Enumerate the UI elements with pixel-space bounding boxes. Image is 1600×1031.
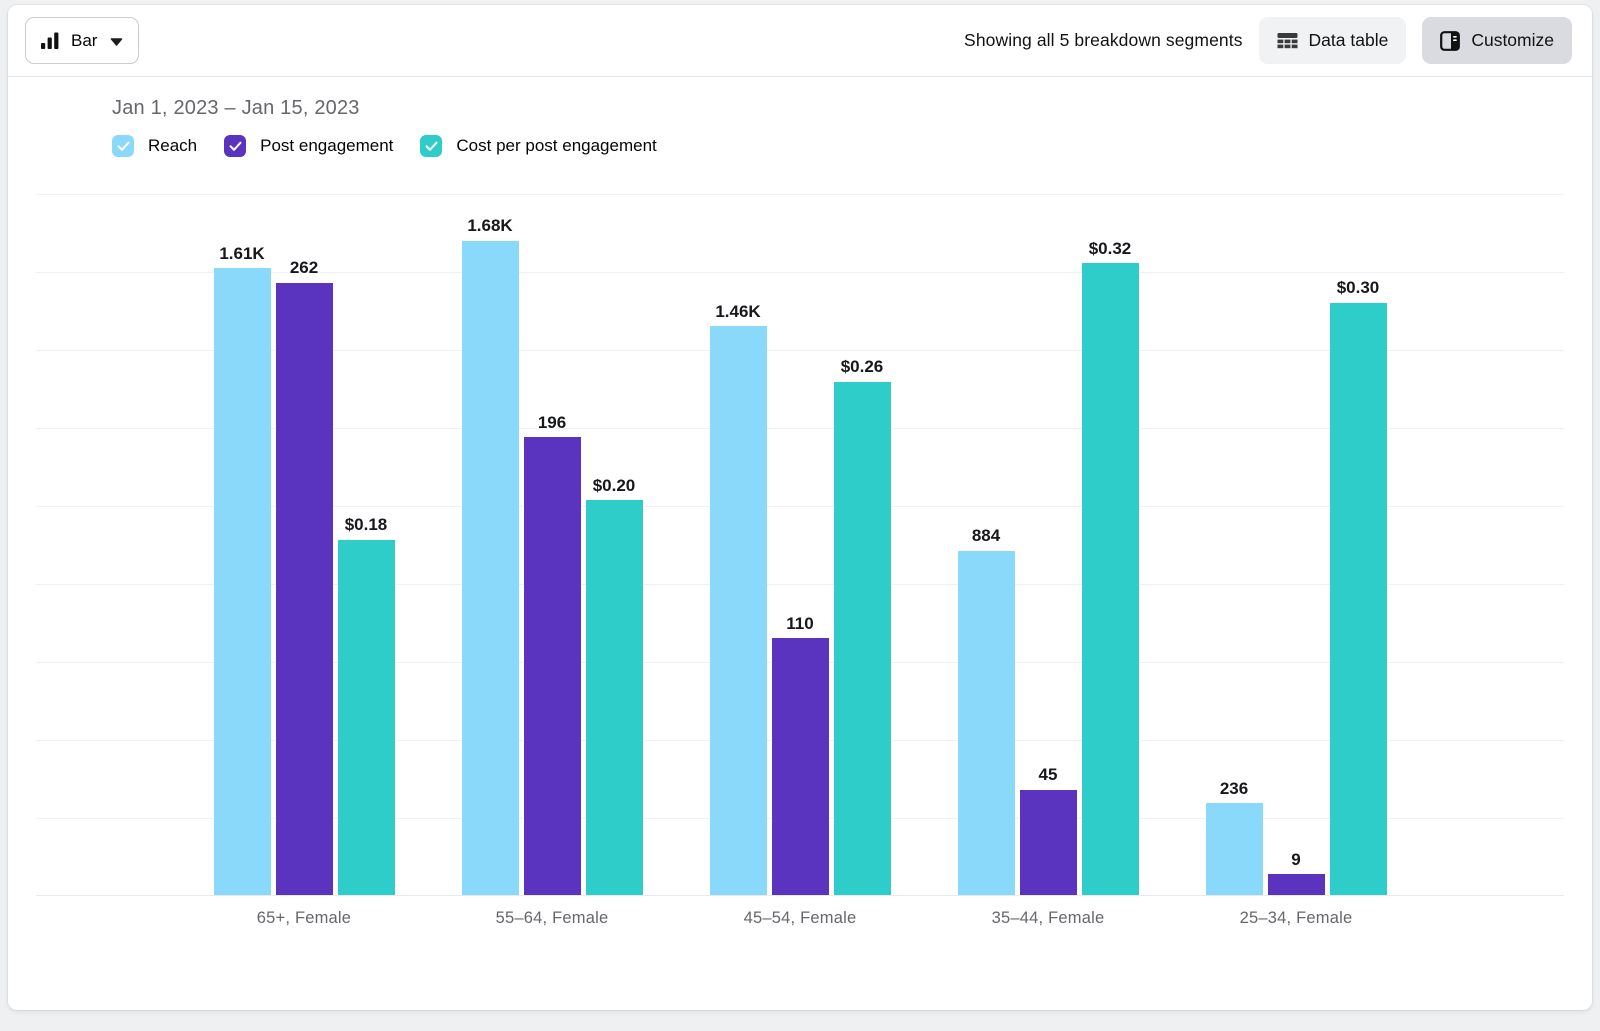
bar-col: 262	[275, 194, 333, 895]
bar-post-engagement[interactable]	[771, 637, 829, 895]
bar-chart-icon	[41, 32, 60, 49]
bar-group-45-54-female: 1.46K 110 $0.26	[709, 194, 891, 895]
bar-col: 1.68K	[461, 194, 519, 895]
x-axis-label: 65+, Female	[256, 909, 352, 927]
bar-col: 9	[1267, 194, 1325, 895]
bar-post-engagement[interactable]	[275, 282, 333, 895]
bar-reach[interactable]	[461, 240, 519, 895]
table-icon	[1277, 31, 1298, 50]
x-axis-label: 55–64, Female	[495, 909, 609, 927]
bar-value-label: 9	[1291, 849, 1301, 869]
chart-area: Jan 1, 2023 – Jan 15, 2023 Reach Post eng…	[8, 77, 1592, 928]
chart-type-dropdown[interactable]: Bar	[25, 17, 140, 64]
bar-col: 45	[1019, 194, 1077, 895]
chart-type-label: Bar	[71, 30, 98, 50]
bar-chart-plot: 1.61K 262 $0.18 1.68K 196 $0.20 1.46K 110 $0.26 8…	[36, 194, 1564, 896]
bar-col: 110	[771, 194, 829, 895]
bar-cost-per-post-engagement[interactable]	[1081, 263, 1139, 895]
bar-reach[interactable]	[957, 550, 1015, 895]
bar-value-label: $0.26	[840, 357, 884, 377]
legend-item-cost-per-post-engagement[interactable]: Cost per post engagement	[420, 135, 657, 157]
bar-value-label: $0.20	[592, 475, 636, 495]
bar-value-label: 262	[289, 258, 319, 278]
date-range: Jan 1, 2023 – Jan 15, 2023	[112, 97, 360, 119]
bar-col: $0.18	[337, 194, 395, 895]
customize-button[interactable]: Customize	[1422, 17, 1572, 64]
bar-value-label: 110	[786, 613, 814, 633]
bar-col: $0.20	[585, 194, 643, 895]
bar-col: $0.32	[1081, 194, 1139, 895]
bar-group-25-34-female: 236 9 $0.30	[1205, 194, 1387, 895]
bar-value-label: 884	[971, 526, 1001, 546]
bars: 884 45 $0.32	[957, 194, 1139, 895]
bar-col: 1.46K	[709, 194, 767, 895]
bar-reach[interactable]	[709, 326, 767, 895]
x-axis-labels: 65+, Female 55–64, Female 45–54, Female 35–…	[36, 909, 1564, 928]
bar-col: 1.61K	[213, 194, 271, 895]
bar-group-55-64-female: 1.68K 196 $0.20	[461, 194, 643, 895]
bar-value-label: 1.68K	[467, 216, 513, 236]
bar-cost-per-post-engagement[interactable]	[337, 539, 395, 895]
checkbox-reach[interactable]	[112, 135, 134, 157]
legend-label: Cost per post engagement	[456, 136, 657, 155]
checkbox-cost-per-post-engagement[interactable]	[420, 135, 443, 157]
bar-post-engagement[interactable]	[1019, 789, 1077, 895]
bar-value-label: 236	[1219, 778, 1249, 798]
customize-label: Customize	[1471, 30, 1554, 50]
bars: 1.61K 262 $0.18	[213, 194, 395, 895]
customize-panel-icon	[1440, 30, 1461, 51]
bar-group-65-female: 1.61K 262 $0.18	[213, 194, 395, 895]
x-axis-label: 35–44, Female	[991, 909, 1105, 927]
bars: 1.46K 110 $0.26	[709, 194, 891, 895]
bar-col: 884	[957, 194, 1015, 895]
plot-wrap: 1.61K 262 $0.18 1.68K 196 $0.20 1.46K 110 $0.26 8…	[36, 194, 1564, 928]
legend-item-reach[interactable]: Reach	[112, 135, 197, 157]
bar-value-label: 45	[1038, 765, 1058, 785]
bar-groups: 1.61K 262 $0.18 1.68K 196 $0.20 1.46K 110 $0.26 8…	[36, 194, 1564, 895]
bar-group-35-44-female: 884 45 $0.32	[957, 194, 1139, 895]
legend-item-post-engagement[interactable]: Post engagement	[224, 135, 393, 157]
bar-cost-per-post-engagement[interactable]	[833, 381, 891, 895]
bar-post-engagement[interactable]	[523, 437, 581, 895]
bar-reach[interactable]	[1205, 803, 1263, 895]
bars: 1.68K 196 $0.20	[461, 194, 643, 895]
bar-reach[interactable]	[213, 268, 271, 895]
bar-col: $0.30	[1329, 194, 1387, 895]
data-table-label: Data table	[1308, 30, 1389, 50]
chart-card: Bar Showing all 5 breakdown segments	[8, 5, 1592, 1010]
legend-label: Reach	[148, 136, 198, 155]
bar-cost-per-post-engagement[interactable]	[1329, 302, 1387, 895]
segments-count-text: Showing all 5 breakdown segments	[964, 30, 1243, 50]
bar-col: 236	[1205, 194, 1263, 895]
bar-cost-per-post-engagement[interactable]	[585, 500, 643, 895]
bar-value-label: $0.30	[1336, 278, 1380, 298]
bar-value-label: 196	[537, 412, 567, 432]
chevron-down-icon	[110, 31, 123, 51]
bars: 236 9 $0.30	[1205, 194, 1387, 895]
bar-value-label: $0.32	[1088, 238, 1132, 258]
x-axis-label: 45–54, Female	[743, 909, 857, 927]
bar-col: 196	[523, 194, 581, 895]
toolbar-right: Showing all 5 breakdown segments Data ta…	[964, 17, 1572, 64]
toolbar: Bar Showing all 5 breakdown segments	[8, 5, 1592, 77]
legend-label: Post engagement	[260, 136, 394, 155]
bar-value-label: 1.46K	[715, 302, 761, 322]
bar-value-label: 1.61K	[219, 243, 265, 263]
x-axis-label: 25–34, Female	[1239, 909, 1353, 927]
data-table-button[interactable]: Data table	[1258, 17, 1407, 64]
bar-col: $0.26	[833, 194, 891, 895]
checkbox-post-engagement[interactable]	[224, 135, 247, 157]
legend: Reach Post engagement Cost per post engage…	[112, 135, 1564, 157]
bar-value-label: $0.18	[344, 515, 388, 535]
bar-post-engagement[interactable]	[1267, 873, 1325, 895]
